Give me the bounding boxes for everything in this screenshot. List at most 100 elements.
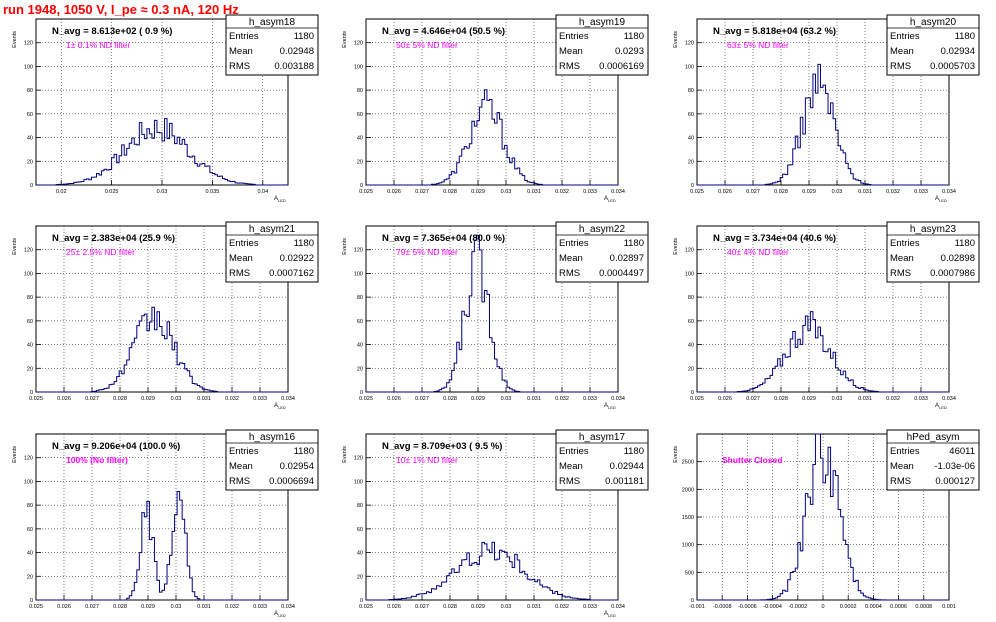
x-tick-label: 0.027 (415, 604, 429, 610)
plot-frame (35, 225, 289, 393)
x-tick-label: 0.029 (141, 604, 155, 610)
canvas-title: run 1948, 1050 V, I_pe ≈ 0.3 nA, 120 Hz (3, 2, 239, 17)
y-tick-label: 1500 (682, 515, 694, 521)
y-tick-label: 0 (360, 183, 363, 189)
y-tick-label: 60 (357, 527, 363, 533)
y-tick-label: 20 (688, 366, 694, 372)
x-axis-label: ALED (604, 196, 616, 203)
x-tick-label: 0.031 (197, 396, 211, 402)
x-tick-label: 0.027 (415, 189, 429, 195)
stats-value: 0.0007986 (930, 268, 975, 279)
stats-value: 0.0006169 (599, 61, 644, 72)
stats-key: Mean (229, 253, 253, 264)
plot-frame (696, 18, 950, 186)
y-tick-label: 2500 (682, 460, 694, 466)
y-tick-label: 120 (354, 456, 363, 462)
y-tick-label: 80 (27, 88, 33, 94)
y-tick-label: 60 (27, 527, 33, 533)
x-tick-label: 0.03 (832, 396, 843, 402)
x-tick-label: 0.034 (281, 396, 295, 402)
stats-box (886, 14, 980, 76)
x-tick-label: 0.025 (359, 189, 373, 195)
y-axis-label: Events (342, 446, 348, 463)
y-tick-label: 100 (24, 479, 33, 485)
stats-box (225, 221, 319, 283)
histogram-panel-h_asym19: 0.025 0.026 0.027 0.028 0.029 0.03 0.031 0.032 0… (342, 14, 649, 203)
x-tick-label: 0.028 (443, 396, 457, 402)
x-tick-label: 0.028 (774, 189, 788, 195)
x-tick-label: 0.031 (527, 189, 541, 195)
y-tick-label: 40 (27, 343, 33, 349)
histogram-curve (366, 541, 618, 601)
x-tick-label: 0.025 (690, 396, 704, 402)
stats-key: RMS (559, 476, 580, 487)
y-axis-label: Events (12, 238, 18, 255)
stats-value: 0.0006694 (269, 476, 314, 487)
y-tick-label: 0 (691, 598, 694, 604)
x-tick-label: 0.033 (583, 189, 597, 195)
x-tick-label: -0.0008 (713, 604, 732, 610)
histogram-curve (36, 491, 288, 601)
stats-value: 0.001181 (605, 476, 644, 487)
x-tick-label: 0.031 (858, 189, 872, 195)
stats-box (886, 221, 980, 283)
histogram-curve (366, 234, 618, 393)
x-tick-label: 0.025 (690, 189, 704, 195)
filter-annotation: 40± 4% ND filter (727, 247, 789, 257)
y-tick-label: 500 (685, 570, 694, 576)
x-tick-label: 0.034 (611, 604, 625, 610)
histogram-panel-h_asym17: 0.025 0.026 0.027 0.028 0.029 0.03 0.031 0.032 0… (342, 429, 649, 618)
y-tick-label: 60 (688, 112, 694, 118)
stats-key: Entries (890, 238, 920, 249)
filter-annotation: 79± 5% ND filter (396, 247, 458, 257)
y-tick-label: 100 (354, 479, 363, 485)
x-axis-label: ALED (274, 611, 286, 618)
stats-key: RMS (890, 268, 911, 279)
stats-value: 0.0004497 (599, 268, 644, 279)
stats-key: Entries (229, 31, 259, 42)
y-axis-label: Events (673, 446, 679, 463)
stats-key: RMS (229, 268, 250, 279)
x-tick-label: 0.025 (29, 604, 43, 610)
stats-value: 0.02948 (280, 46, 314, 57)
y-tick-label: 40 (688, 343, 694, 349)
x-tick-label: 0.028 (113, 396, 127, 402)
x-axis-label: ALED (274, 196, 286, 203)
x-tick-label: 0.031 (527, 604, 541, 610)
n-avg-label: N_avg = 8.613e+02 ( 0.9 %) (52, 26, 172, 37)
histogram-name: h_asym19 (579, 17, 626, 28)
x-tick-label: 0.031 (858, 396, 872, 402)
x-tick-label: 0.026 (387, 396, 401, 402)
histogram-panel-h_asym22: 0.025 0.026 0.027 0.028 0.029 0.03 0.031 0.032 0… (342, 221, 649, 410)
histogram-name: hPed_asym (907, 432, 960, 443)
stats-value: 1180 (955, 238, 975, 249)
x-tick-label: 0.03 (501, 396, 512, 402)
x-tick-label: 0.026 (718, 396, 732, 402)
stats-box (225, 429, 319, 491)
stats-key: Mean (559, 253, 583, 264)
filter-annotation: 1± 0.1% ND filter (66, 40, 130, 50)
histogram-curve (697, 63, 949, 186)
x-tick-label: 0.025 (105, 189, 119, 195)
x-tick-label: 0.028 (774, 396, 788, 402)
histogram-panel-h_asym16: 0.025 0.026 0.027 0.028 0.029 0.03 0.031 0.032 0… (12, 429, 319, 618)
x-tick-label: 0.034 (942, 396, 956, 402)
n-avg-label: N_avg = 2.383e+04 (25.9 %) (52, 233, 175, 244)
stats-value: 0.02897 (610, 253, 644, 264)
filter-annotation: 63± 5% ND filter (727, 40, 789, 50)
y-tick-label: 120 (354, 41, 363, 47)
x-tick-label: 0.029 (471, 396, 485, 402)
stats-key: RMS (890, 476, 911, 487)
x-tick-label: 0.04 (257, 189, 268, 195)
x-tick-label: 0.03 (501, 189, 512, 195)
x-tick-label: 0.03 (171, 604, 182, 610)
x-tick-label: 0.025 (359, 604, 373, 610)
stats-key: RMS (890, 61, 911, 72)
x-tick-label: -0.0002 (788, 604, 807, 610)
stats-value: 1180 (955, 31, 975, 42)
x-tick-label: 0.028 (443, 604, 457, 610)
histogram-curve (697, 311, 949, 393)
x-tick-label: 0.027 (746, 396, 760, 402)
stats-value: 46011 (949, 446, 975, 457)
histogram-curve (36, 118, 288, 186)
